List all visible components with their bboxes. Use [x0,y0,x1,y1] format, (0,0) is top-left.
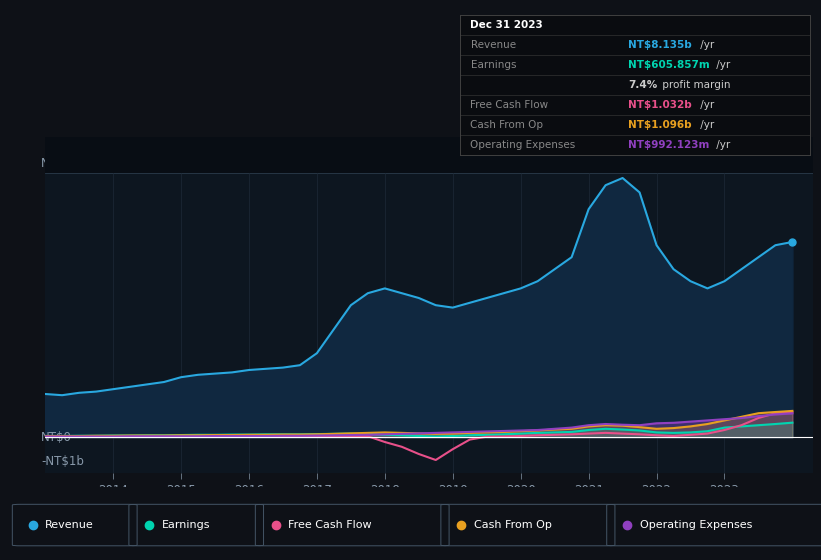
Text: NT$605.857m: NT$605.857m [628,60,709,70]
Text: /yr: /yr [697,40,714,50]
Text: /yr: /yr [697,100,714,110]
Text: Cash From Op: Cash From Op [470,120,544,130]
Text: NT$1.032b: NT$1.032b [628,100,692,110]
Text: Operating Expenses: Operating Expenses [640,520,752,530]
Text: 7.4%: 7.4% [628,80,658,90]
Text: Operating Expenses: Operating Expenses [470,140,576,150]
Text: Earnings: Earnings [162,520,210,530]
Text: /yr: /yr [697,120,714,130]
Text: NT$11b: NT$11b [41,157,87,170]
Text: -NT$1b: -NT$1b [41,455,85,468]
Text: NT$992.123m: NT$992.123m [628,140,709,150]
Text: Free Cash Flow: Free Cash Flow [470,100,548,110]
Text: Dec 31 2023: Dec 31 2023 [470,20,544,30]
Text: NT$0: NT$0 [41,431,72,444]
Text: /yr: /yr [713,140,730,150]
Text: NT$8.135b: NT$8.135b [628,40,692,50]
Text: NT$1.096b: NT$1.096b [628,120,691,130]
Text: profit margin: profit margin [658,80,731,90]
Text: Free Cash Flow: Free Cash Flow [288,520,372,530]
Text: /yr: /yr [713,60,730,70]
Text: Earnings: Earnings [470,60,516,70]
Text: Cash From Op: Cash From Op [474,520,552,530]
Bar [45,137,813,173]
Text: Revenue: Revenue [45,520,94,530]
Text: Revenue: Revenue [470,40,516,50]
